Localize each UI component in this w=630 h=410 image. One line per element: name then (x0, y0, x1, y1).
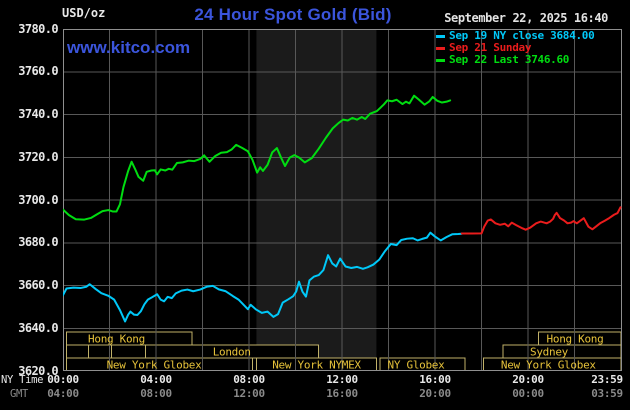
session-label: New York Globex (501, 359, 597, 372)
legend-dash-icon (436, 46, 445, 50)
x-axis-tick-ny: 12:00 (326, 373, 358, 386)
session-label: New York NYMEX (272, 359, 361, 372)
x-axis-tick-ny: 16:00 (419, 373, 451, 386)
y-axis-tick: 3660.0 (18, 278, 58, 292)
y-axis-tick: 3640.0 (18, 320, 58, 335)
price-line-sep-19-ny-close (62, 231, 463, 323)
y-axis-tick: 3780.0 (18, 21, 58, 36)
x-axis-tick-ny: 20:00 (512, 373, 544, 386)
page-title: 24 Hour Spot Gold (Bid) (194, 5, 392, 24)
price-line-sep-21-sunday (460, 206, 622, 235)
x-axis-tick-gmt: 20:00 (419, 387, 451, 400)
legend-dash-icon (436, 58, 445, 62)
chart-legend: Sep 19 NY close 3684.00 Sep 21 Sunday Se… (436, 29, 595, 66)
price-line-sep-22-last (62, 94, 452, 221)
y-axis-unit-label: USD/oz (62, 6, 106, 20)
legend-item: Sep 22 Last 3746.60 (436, 54, 594, 66)
y-axis-tick: 3620.0 (18, 363, 58, 378)
legend-dash-icon (436, 34, 445, 38)
session-label: Sydney (530, 346, 569, 359)
y-axis-tick: 3680.0 (18, 235, 58, 250)
y-axis-tick: 3700.0 (18, 192, 58, 207)
y-axis-tick: 3760.0 (18, 64, 58, 79)
x-axis-tick-gmt: 12:00 (233, 387, 265, 400)
legend-item: Sep 21 Sunday (436, 42, 594, 54)
kitco-watermark-link[interactable]: www.kitco.com (67, 38, 191, 57)
chart-plot-area: Hong Kong Hong Kong London Sydney New York G… (62, 29, 622, 372)
x-axis-tick-ny: 08:00 (233, 373, 265, 386)
x-axis-row-name-gmt: GMT (10, 388, 29, 400)
session-label: London (213, 346, 251, 359)
session-label: New York Globex (107, 359, 203, 372)
x-axis-tick-gmt: 16:00 (326, 387, 358, 400)
y-axis-tick: 3720.0 (18, 149, 58, 164)
legend-item-label: Sep 19 NY close 3684.00 (449, 29, 595, 42)
x-axis-tick-gmt: 03:59 (591, 387, 623, 400)
legend-item-label: Sep 21 Sunday (449, 41, 532, 54)
x-axis-row-name-ny: NY Time (1, 374, 44, 386)
y-axis-tick: 3740.0 (18, 107, 58, 121)
x-axis-tick-gmt: 00:00 (512, 387, 544, 400)
x-axis-tick-ny: 00:00 (47, 373, 79, 386)
session-box (87, 344, 113, 359)
session-label: Hong Kong (547, 333, 604, 346)
chart-timestamp: September 22, 2025 16:40 (444, 11, 608, 25)
session-label: NY Globex (388, 359, 446, 372)
session-box (111, 344, 147, 359)
x-axis-tick-ny: 04:00 (140, 373, 172, 386)
legend-item: Sep 19 NY close 3684.00 (436, 29, 595, 42)
x-axis-tick-ny: 23:59 (591, 373, 623, 386)
x-axis-tick-gmt: 04:00 (47, 387, 79, 400)
session-label: Hong Kong (88, 333, 145, 346)
x-axis-tick-gmt: 08:00 (140, 387, 172, 400)
session-box (66, 344, 89, 359)
legend-item-label: Sep 22 Last 3746.60 (449, 53, 570, 66)
